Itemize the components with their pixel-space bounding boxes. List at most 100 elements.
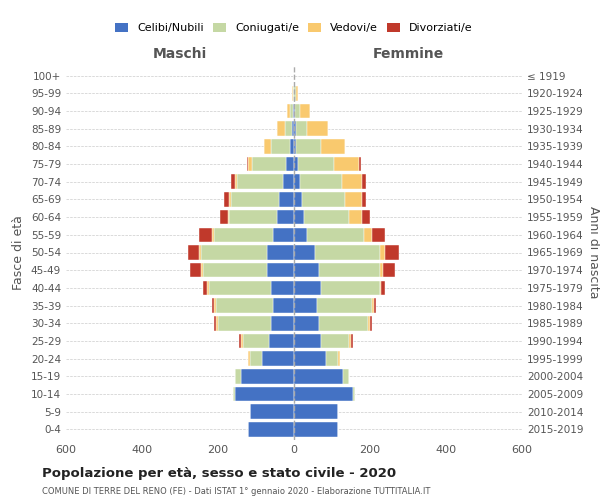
Bar [232, 192, 279, 206]
Bar [294, 280, 320, 295]
Bar [295, 86, 296, 101]
Bar [262, 352, 294, 366]
Bar [304, 210, 349, 224]
Text: Maschi: Maschi [153, 48, 207, 62]
Bar [294, 316, 319, 330]
Bar [227, 210, 229, 224]
Bar [273, 298, 294, 313]
Bar [188, 245, 199, 260]
Bar [362, 192, 366, 206]
Text: Femmine: Femmine [373, 48, 443, 62]
Bar [279, 192, 294, 206]
Text: COMUNE DI TERRE DEL RENO (FE) - Dati ISTAT 1° gennaio 2020 - Elaborazione TUTTIT: COMUNE DI TERRE DEL RENO (FE) - Dati IST… [42, 488, 430, 496]
Bar [214, 316, 216, 330]
Bar [283, 174, 294, 189]
Bar [233, 387, 235, 402]
Bar [294, 104, 295, 118]
Bar [380, 245, 385, 260]
Bar [353, 387, 355, 402]
Bar [235, 174, 237, 189]
Bar [319, 316, 368, 330]
Bar [338, 352, 340, 366]
Text: Popolazione per età, sesso e stato civile - 2020: Popolazione per età, sesso e stato civil… [42, 468, 396, 480]
Bar [296, 139, 320, 154]
Bar [229, 192, 232, 206]
Y-axis label: Fasce di età: Fasce di età [13, 215, 25, 290]
Bar [382, 280, 385, 295]
Bar [269, 334, 294, 348]
Bar [243, 334, 269, 348]
Bar [359, 157, 361, 172]
Bar [235, 369, 241, 384]
Bar [295, 104, 301, 118]
Bar [292, 122, 294, 136]
Bar [374, 298, 376, 313]
Bar [220, 210, 227, 224]
Bar [307, 228, 364, 242]
Bar [368, 316, 370, 330]
Bar [315, 245, 380, 260]
Bar [271, 316, 294, 330]
Bar [370, 316, 372, 330]
Bar [346, 192, 362, 206]
Bar [201, 263, 203, 278]
Bar [380, 263, 383, 278]
Bar [268, 263, 294, 278]
Bar [206, 280, 209, 295]
Bar [235, 387, 294, 402]
Bar [241, 369, 294, 384]
Bar [190, 263, 201, 278]
Bar [320, 280, 380, 295]
Bar [372, 228, 385, 242]
Bar [229, 210, 277, 224]
Bar [277, 122, 284, 136]
Bar [294, 298, 317, 313]
Bar [199, 245, 201, 260]
Bar [383, 263, 395, 278]
Bar [271, 280, 294, 295]
Bar [343, 369, 349, 384]
Bar [252, 157, 286, 172]
Bar [380, 280, 382, 295]
Bar [385, 245, 398, 260]
Bar [319, 263, 380, 278]
Bar [273, 228, 294, 242]
Bar [294, 404, 338, 419]
Bar [300, 174, 341, 189]
Bar [317, 298, 372, 313]
Bar [294, 210, 304, 224]
Bar [287, 104, 290, 118]
Bar [218, 316, 271, 330]
Bar [248, 157, 252, 172]
Bar [364, 228, 372, 242]
Bar [341, 174, 362, 189]
Bar [294, 245, 315, 260]
Bar [214, 298, 216, 313]
Bar [241, 334, 242, 348]
Bar [349, 210, 362, 224]
Bar [351, 334, 353, 348]
Legend: Celibi/Nubili, Coniugati/e, Vedovi/e, Divorziati/e: Celibi/Nubili, Coniugati/e, Vedovi/e, Di… [111, 18, 477, 38]
Bar [293, 104, 294, 118]
Bar [298, 157, 334, 172]
Bar [250, 404, 294, 419]
Bar [248, 422, 294, 436]
Bar [203, 280, 206, 295]
Bar [263, 139, 271, 154]
Bar [294, 352, 326, 366]
Bar [247, 157, 248, 172]
Bar [216, 316, 218, 330]
Bar [301, 104, 310, 118]
Bar [294, 139, 296, 154]
Bar [294, 422, 338, 436]
Bar [294, 369, 343, 384]
Bar [294, 334, 320, 348]
Bar [286, 157, 294, 172]
Bar [334, 157, 359, 172]
Bar [250, 352, 262, 366]
Bar [212, 228, 214, 242]
Bar [294, 174, 300, 189]
Bar [277, 210, 294, 224]
Bar [292, 86, 293, 101]
Bar [294, 157, 298, 172]
